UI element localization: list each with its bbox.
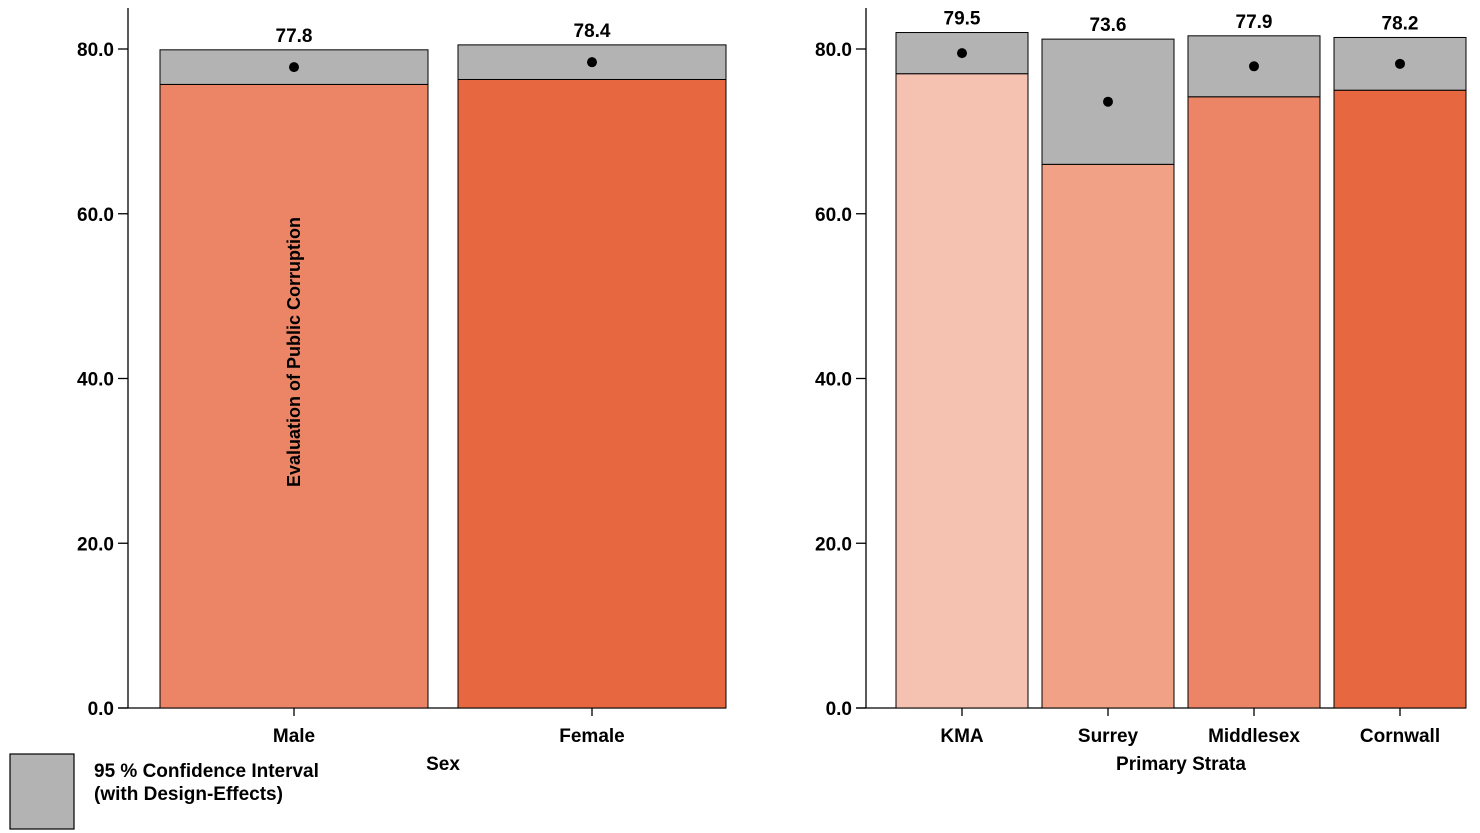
value-label-surrey: 73.6 xyxy=(1090,15,1127,36)
bar-surrey xyxy=(1041,163,1175,709)
legend-label-line2: (with Design-Effects) xyxy=(94,784,283,805)
x-tick-label-middlesex: Middlesex xyxy=(1208,726,1300,747)
chart-panel-primary-strata: 0.0 20.0 40.0 60.0 80.0 79.5 KMA 73.6 Surrey 77.9… xyxy=(815,8,1467,775)
bar-kma xyxy=(895,73,1029,709)
bar-female xyxy=(457,78,727,709)
point-estimate-surrey xyxy=(1103,96,1113,107)
x-axis-title: Primary Strata xyxy=(1116,754,1246,775)
legend-label-line1: 95 % Confidence Interval xyxy=(94,761,319,782)
x-tick-label-cornwall: Cornwall xyxy=(1360,726,1440,747)
y-tick-label: 60.0 xyxy=(77,205,114,226)
y-tick-label: 80.0 xyxy=(815,40,852,61)
value-label-middlesex: 77.9 xyxy=(1236,12,1273,33)
point-estimate-female xyxy=(587,57,597,68)
value-label-kma: 79.5 xyxy=(944,9,981,30)
value-label-male: 77.8 xyxy=(276,26,313,47)
legend: 95 % Confidence Interval (with Design-Ef… xyxy=(9,753,319,830)
point-estimate-male xyxy=(289,62,299,73)
y-tick-label: 20.0 xyxy=(815,534,852,555)
x-tick-label-kma: KMA xyxy=(940,726,984,747)
point-estimate-kma xyxy=(957,48,967,59)
x-tick-label-male: Male xyxy=(273,726,315,747)
x-axis-title: Sex xyxy=(426,754,460,775)
y-tick-label: 0.0 xyxy=(826,699,852,720)
bar-cornwall xyxy=(1333,89,1467,709)
bar-middlesex xyxy=(1187,96,1321,709)
value-label-cornwall: 78.2 xyxy=(1382,13,1419,34)
y-axis-title: Evaluation of Public Corruption xyxy=(284,217,304,487)
y-tick-label: 40.0 xyxy=(815,370,852,391)
x-tick-label-surrey: Surrey xyxy=(1078,726,1139,747)
y-tick-label: 60.0 xyxy=(815,205,852,226)
y-tick-label: 40.0 xyxy=(77,370,114,391)
value-label-female: 78.4 xyxy=(574,21,611,42)
point-estimate-cornwall xyxy=(1395,58,1405,69)
chart-panel-sex: 0.0 20.0 40.0 60.0 80.0 77.8 Male 78.4 Female Sex… xyxy=(77,8,727,775)
y-tick-label: 0.0 xyxy=(88,699,114,720)
legend-swatch-ci xyxy=(9,753,75,830)
y-tick-label: 20.0 xyxy=(77,534,114,555)
point-estimate-middlesex xyxy=(1249,61,1259,72)
x-tick-label-female: Female xyxy=(559,726,624,747)
y-tick-label: 80.0 xyxy=(77,40,114,61)
